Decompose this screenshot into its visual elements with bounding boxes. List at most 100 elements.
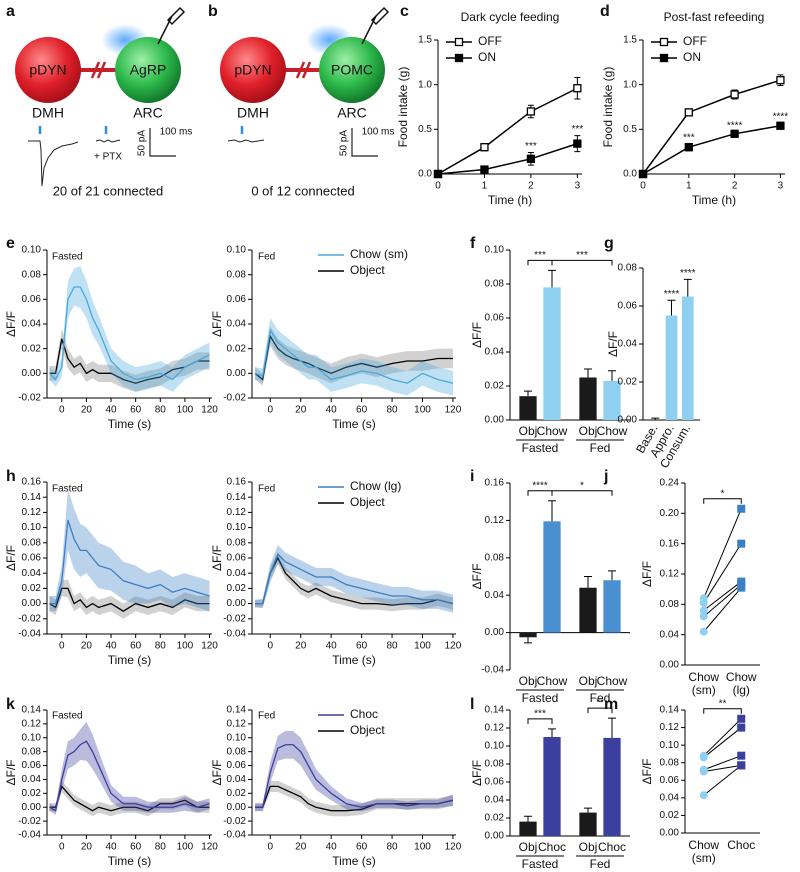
panel-letter: m: [604, 696, 618, 713]
legend-label: Chow (lg): [350, 479, 401, 493]
marker: [737, 761, 746, 770]
y-tick-label: 0.02: [227, 583, 247, 594]
y-tick-label: 0.10: [227, 522, 247, 533]
y-tick-label: 0.5: [418, 124, 432, 135]
x-tick-label: (sm): [692, 683, 716, 697]
panel-letter: i: [470, 468, 474, 485]
y-tick-label: 0.00: [227, 598, 247, 609]
marker: [776, 76, 785, 85]
y-tick-label: -0.04: [223, 830, 246, 841]
node-label: pDYN: [234, 62, 271, 78]
error-band: [49, 721, 210, 815]
x-tick-label: 120: [201, 842, 218, 853]
pair-line: [703, 727, 742, 758]
x-tick-label: 120: [445, 842, 462, 853]
x-tick-label: Obj: [579, 674, 598, 688]
pair-line: [703, 543, 742, 604]
x-tick-label: Choc: [727, 838, 755, 852]
diagram-a: a pDYN AgRP DMH ARC + PTX 100 ms 50 pA 2…: [6, 3, 192, 198]
y-tick-label: 0.10: [485, 245, 505, 256]
panel-letter: k: [6, 696, 15, 713]
y-axis-label: ΔF/F: [470, 322, 484, 348]
chart: d Post-fast refeeding 0.0 0.5 1.0 1.5 Food int…: [600, 3, 788, 207]
marker: [526, 107, 536, 116]
x-axis-label: Time (s): [332, 854, 376, 868]
y-tick-label: 0.12: [22, 719, 42, 730]
marker: [684, 108, 693, 117]
series-line: [254, 334, 453, 381]
x-tick-label: 100: [414, 641, 431, 652]
pair-line: [703, 508, 742, 599]
group-label: Fed: [590, 441, 611, 455]
marker: [730, 129, 739, 138]
y-tick-label: 0.06: [22, 760, 42, 771]
y-tick-label: -0.02: [223, 816, 246, 827]
y-tick-label: 0.0: [418, 169, 432, 180]
x-tick-label: 80: [155, 842, 167, 853]
y-tick-label: 0.02: [618, 377, 638, 388]
result: 20 of 21 connected: [53, 183, 164, 198]
x-tick-label: 40: [326, 641, 338, 652]
x-tick-label: 100: [414, 405, 431, 416]
x-tick-label: Obj: [579, 840, 598, 854]
break-mark: [90, 61, 101, 79]
x-tick-label: 80: [155, 405, 167, 416]
panel-letter: f: [470, 235, 476, 252]
x-tick-label: Chow: [537, 424, 568, 438]
marker: [480, 165, 489, 174]
legend-label: Object: [350, 495, 385, 509]
annotation: ****: [727, 121, 743, 132]
y-tick-label: 0.5: [623, 124, 637, 135]
y-tick-label: 0.04: [227, 568, 247, 579]
marker: [699, 767, 708, 776]
significance-label: ***: [534, 709, 546, 720]
x-tick-label: 40: [105, 842, 117, 853]
error-bar: [548, 500, 556, 522]
error-band: [49, 328, 210, 392]
significance-bracket: [587, 707, 613, 714]
legend-label: OFF: [478, 34, 502, 48]
series-line: [49, 286, 210, 381]
marker: [699, 612, 708, 621]
scale-current: 50 pA: [137, 130, 148, 156]
y-tick-label: 0.10: [227, 245, 247, 256]
y-tick-label: 0.00: [660, 660, 680, 671]
error-bar: [608, 570, 616, 581]
pair-line: [703, 581, 742, 611]
x-tick-label: 80: [386, 842, 398, 853]
x-tick-label: 0: [267, 405, 273, 416]
series-line: [49, 519, 210, 605]
x-tick-label: 20: [81, 842, 93, 853]
significance-bracket: [527, 718, 553, 724]
bar: [519, 396, 537, 420]
significance-bracket: [551, 490, 613, 496]
y-tick-label: 0.04: [660, 792, 680, 803]
y-tick-label: 0.00: [485, 627, 505, 638]
panel-letter: a: [6, 3, 15, 20]
x-axis-label: Time (s): [108, 653, 152, 667]
error-band: [49, 266, 210, 392]
chart-title: Fasted: [52, 484, 83, 495]
x-tick-label: 80: [155, 641, 167, 652]
y-tick-label: 0.04: [227, 319, 247, 330]
bar: [543, 287, 561, 420]
x-tick-label: 20: [295, 405, 307, 416]
scale-time: 100 ms: [160, 127, 193, 138]
legend-label: ON: [683, 50, 701, 64]
node: [115, 37, 181, 103]
marker: [526, 154, 536, 163]
chart: e Fasted -0.02 0.00 0.02 0.04 0.06 0.08 0.10 ΔF/F…: [4, 235, 408, 431]
x-tick-label: 100: [177, 842, 194, 853]
y-tick-label: 0.00: [618, 415, 638, 426]
y-tick-label: 0.08: [618, 263, 638, 274]
error-bar: [608, 717, 616, 738]
legend-marker: [659, 53, 669, 63]
marker: [699, 791, 708, 800]
bar: [603, 737, 621, 836]
marker: [737, 751, 746, 760]
x-tick-label: Choc: [538, 840, 566, 854]
y-tick-label: 0.10: [485, 741, 505, 752]
y-tick-label: 0.06: [618, 301, 638, 312]
